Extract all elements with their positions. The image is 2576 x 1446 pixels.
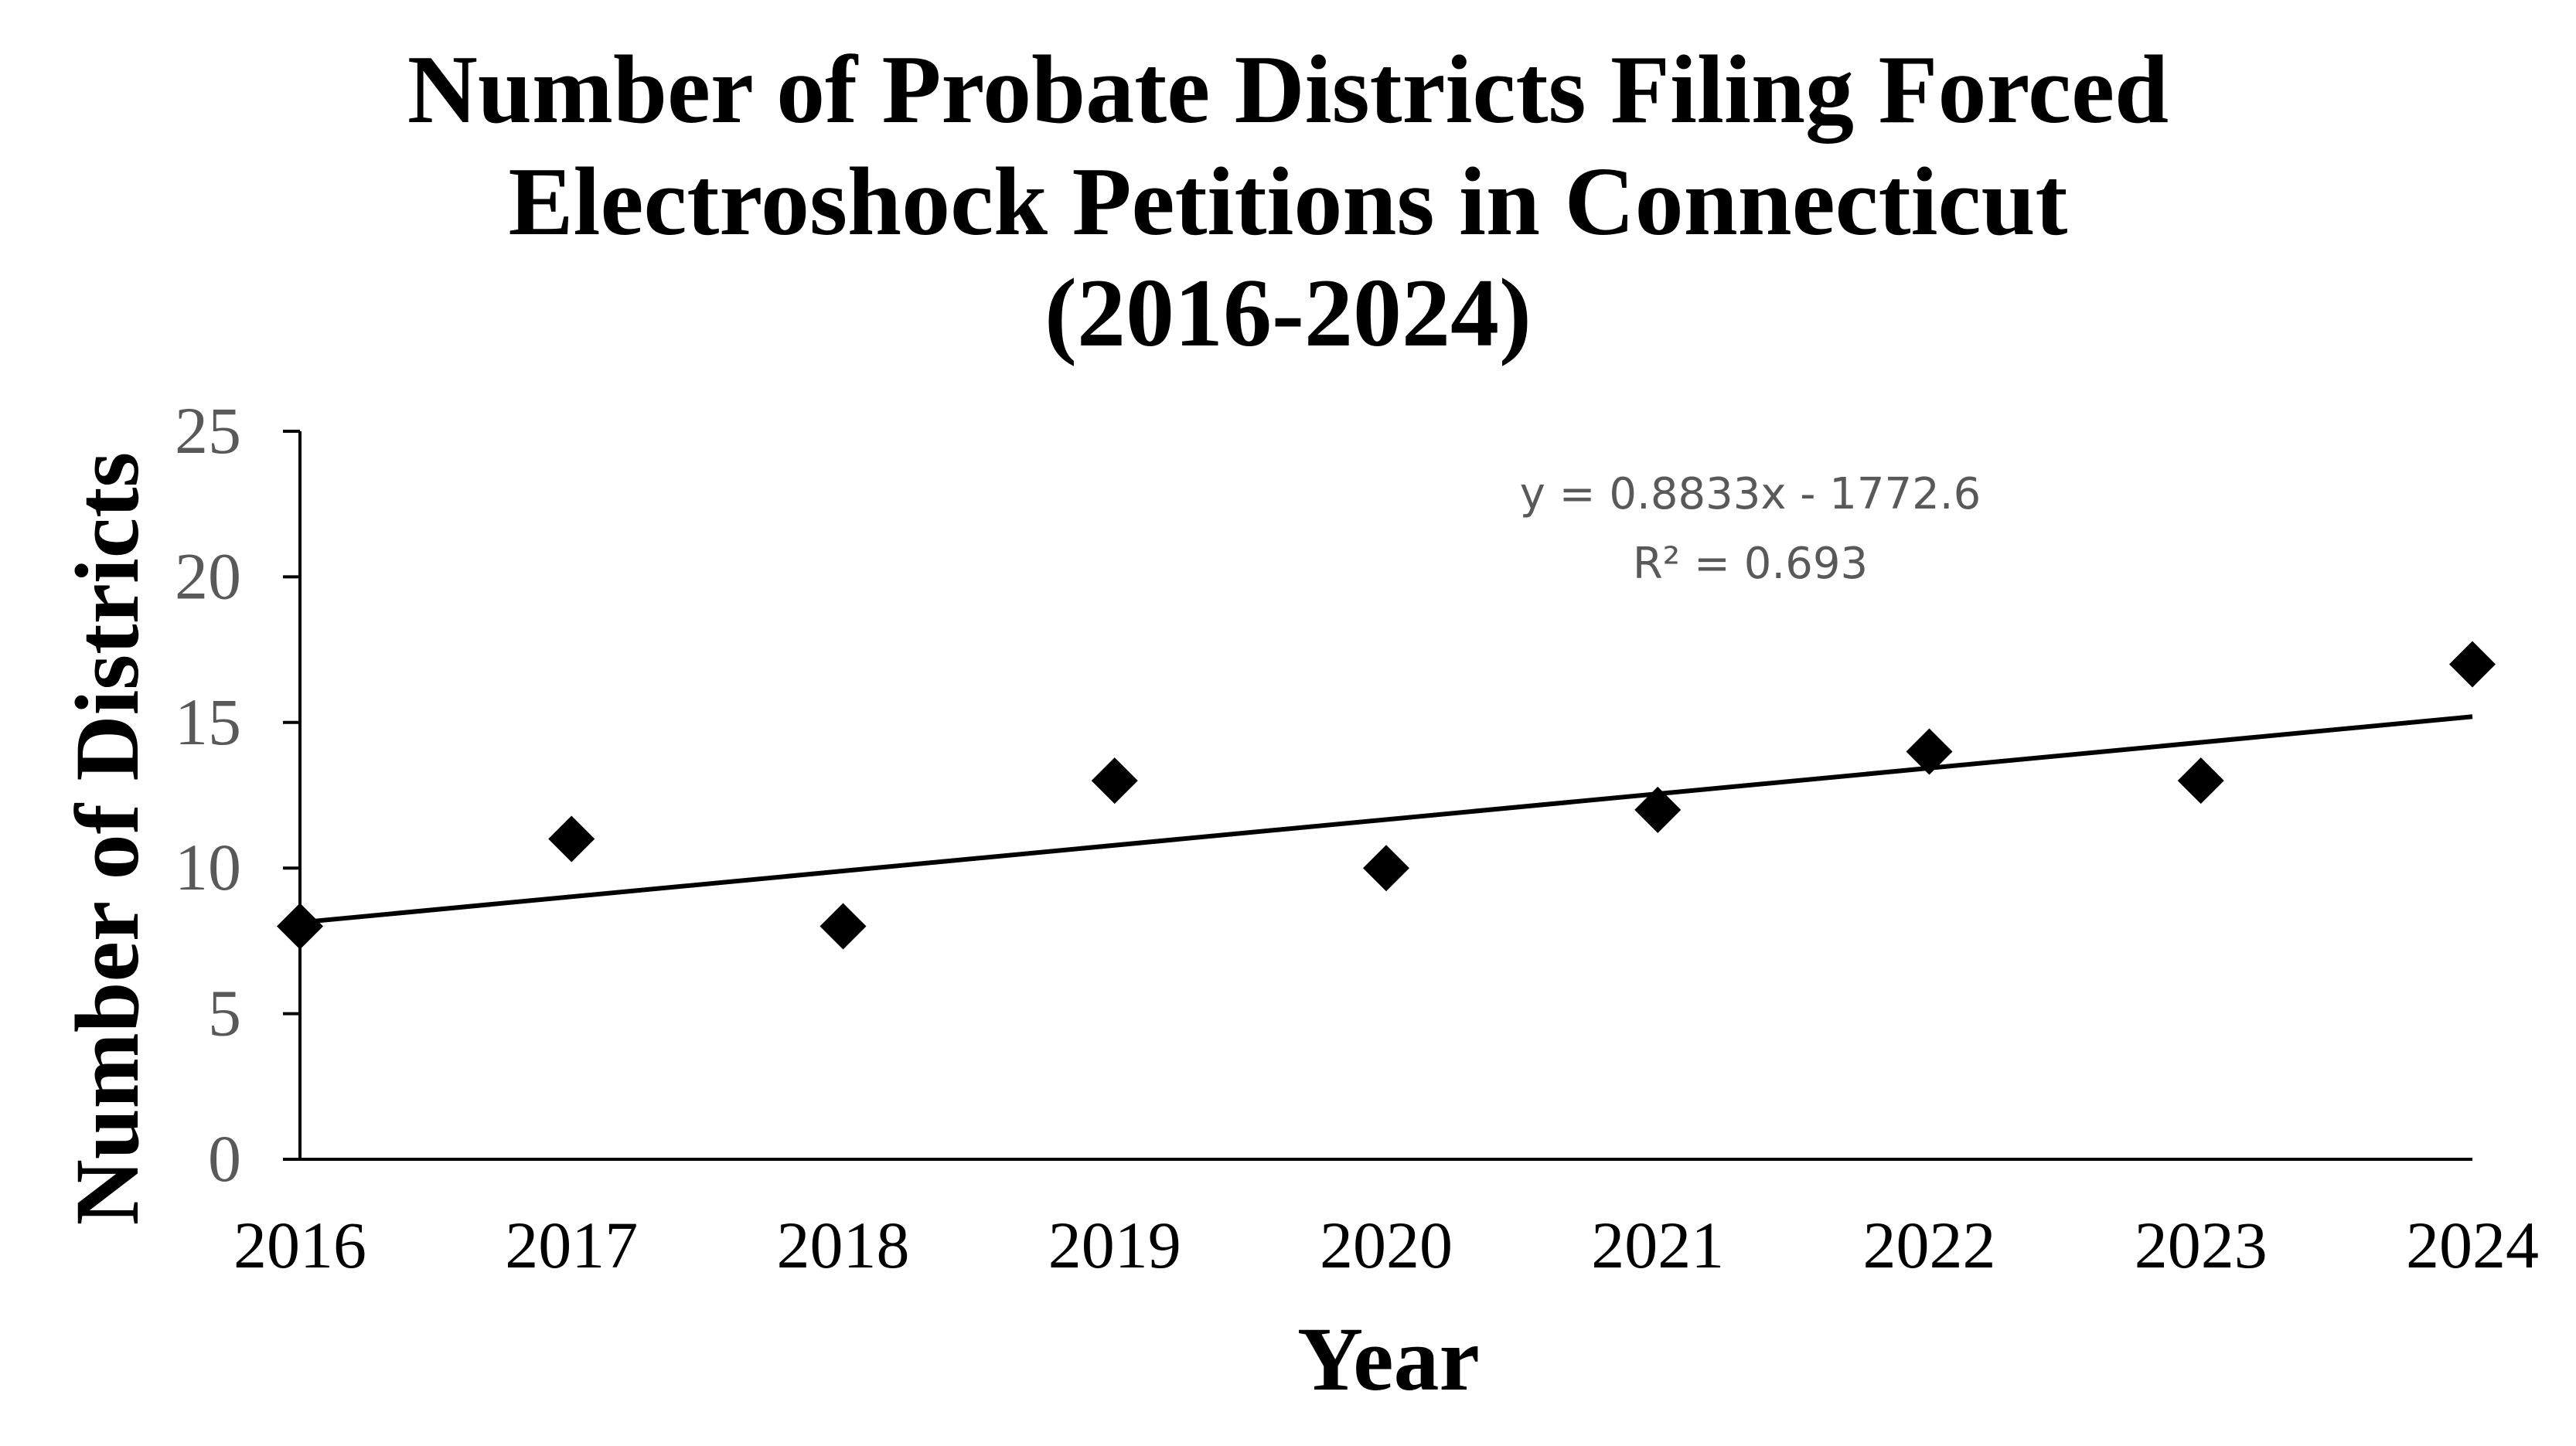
y-tick-label: 25	[175, 393, 241, 468]
y-axis-title: Number of Districts	[56, 452, 158, 1226]
chart-title: Number of Probate Districts Filing Force…	[407, 36, 2169, 367]
y-tick-label: 20	[175, 539, 241, 613]
trendline-equation: y = 0.8833x - 1772.6	[1520, 469, 1981, 519]
trendline-group: y = 0.8833x - 1772.6 R² = 0.693	[299, 469, 2473, 925]
data-point-2024	[2449, 641, 2496, 688]
x-tick-label: 2019	[1048, 1208, 1181, 1282]
x-tick-label: 2022	[1863, 1208, 1996, 1282]
x-tick-label: 2023	[2135, 1208, 2268, 1282]
x-tick-label: 2017	[505, 1208, 638, 1282]
x-tick-label: 2018	[777, 1208, 910, 1282]
x-tick-label: 2020	[1320, 1208, 1453, 1282]
y-tick-label: 0	[208, 1121, 241, 1196]
data-point-2020	[1363, 845, 1409, 892]
y-tick-label: 15	[175, 685, 241, 759]
data-point-2019	[1091, 757, 1138, 805]
chart-title-line-2: Electroshock Petitions in Connecticut	[508, 148, 2067, 256]
trendline	[299, 714, 2473, 925]
data-point-2023	[2177, 757, 2224, 805]
data-point-2021	[1634, 786, 1682, 833]
chart-title-line-1: Number of Probate Districts Filing Force…	[407, 36, 2169, 144]
x-tick-label: 2016	[233, 1208, 366, 1282]
y-tick-label: 10	[175, 830, 241, 904]
chart-title-line-3: (2016-2024)	[1044, 260, 1532, 367]
axis-titles: Year Number of Districts	[56, 452, 1480, 1410]
data-point-2016	[277, 903, 323, 950]
data-point-2022	[1906, 728, 1953, 775]
x-tick-label: 2024	[2406, 1208, 2539, 1282]
y-axis-ticks: 0 5 10 15 20 25	[175, 393, 300, 1196]
data-points	[277, 641, 2496, 950]
data-point-2017	[548, 815, 595, 862]
x-tick-label: 2021	[1591, 1208, 1724, 1282]
trendline-r-squared: R² = 0.693	[1633, 539, 1868, 589]
data-point-2018	[819, 903, 867, 950]
y-tick-label: 5	[208, 976, 241, 1050]
x-axis-ticks: 2016 2017 2018 2019 2020 2021 2022 2023 2024	[233, 1208, 2539, 1282]
x-axis-title: Year	[1297, 1308, 1480, 1410]
axes	[298, 431, 2472, 1161]
